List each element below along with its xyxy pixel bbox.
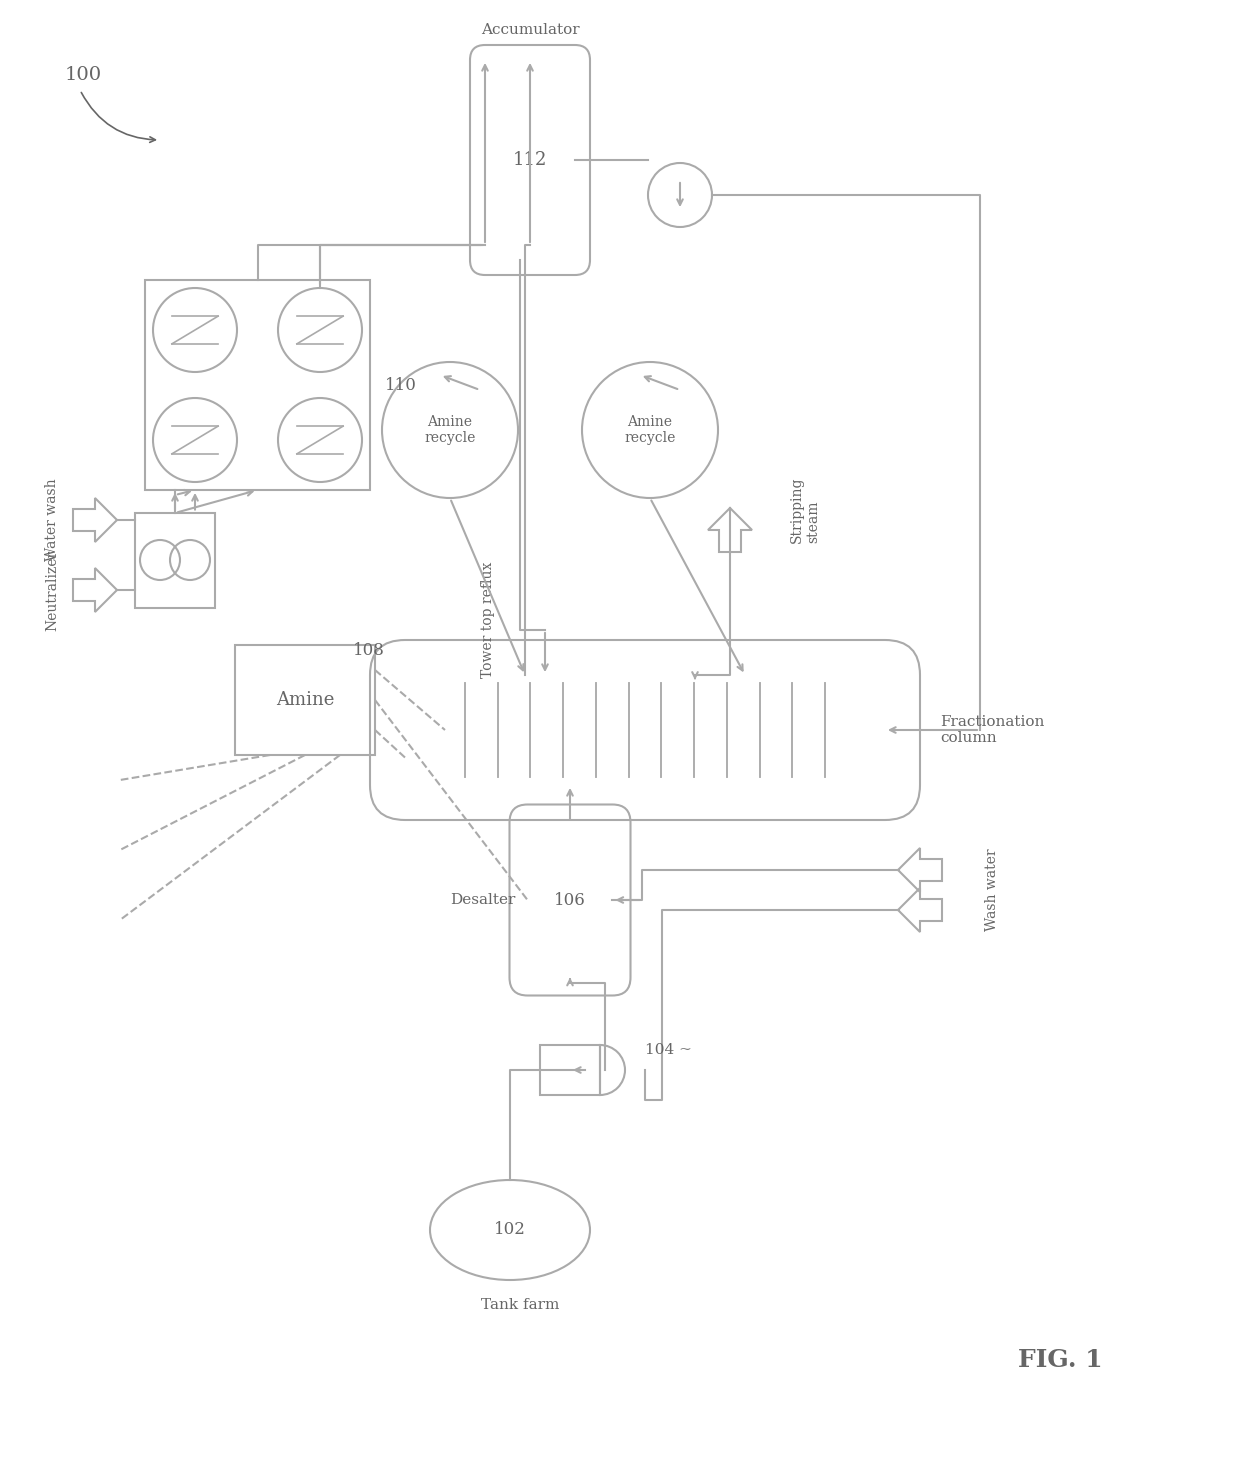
Bar xyxy=(539,1045,600,1094)
Text: Fractionation
column: Fractionation column xyxy=(940,715,1044,745)
Text: Tower top reflux: Tower top reflux xyxy=(481,562,495,679)
Text: Wash water: Wash water xyxy=(985,849,999,932)
Text: Desalter: Desalter xyxy=(450,892,516,907)
Bar xyxy=(145,279,370,490)
Bar xyxy=(135,512,215,607)
Text: Amine
recycle: Amine recycle xyxy=(424,415,476,445)
Text: 108: 108 xyxy=(353,641,384,658)
Text: 102: 102 xyxy=(494,1222,526,1239)
Text: 110: 110 xyxy=(384,376,417,394)
Text: 106: 106 xyxy=(554,891,585,909)
Text: FIG. 1: FIG. 1 xyxy=(1018,1347,1102,1372)
Text: 104 ~: 104 ~ xyxy=(645,1043,692,1056)
Text: Accumulator: Accumulator xyxy=(481,23,579,37)
Text: Water wash: Water wash xyxy=(45,478,60,562)
Text: Neutralizer: Neutralizer xyxy=(45,550,60,631)
Text: Stripping
steam: Stripping steam xyxy=(790,477,820,543)
Text: Amine
recycle: Amine recycle xyxy=(624,415,676,445)
Text: 100: 100 xyxy=(64,66,102,83)
Text: Amine: Amine xyxy=(275,691,335,710)
Text: 112: 112 xyxy=(513,151,547,170)
Text: Tank farm: Tank farm xyxy=(481,1298,559,1312)
Bar xyxy=(236,645,374,755)
